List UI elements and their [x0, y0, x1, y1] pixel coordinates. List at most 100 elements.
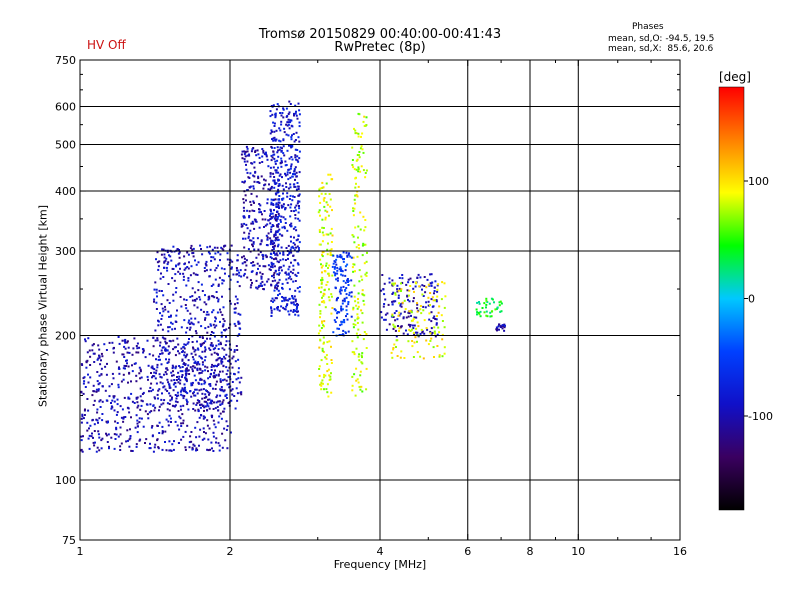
data-point: [206, 424, 209, 427]
data-point: [269, 269, 272, 271]
data-point: [289, 176, 292, 179]
data-point: [215, 380, 218, 383]
data-point: [167, 283, 170, 285]
data-point: [242, 255, 245, 258]
data-point: [295, 229, 298, 232]
point-cluster: [390, 281, 447, 360]
data-point: [286, 149, 289, 152]
data-point: [416, 302, 418, 305]
data-point: [243, 158, 246, 161]
data-point: [382, 288, 385, 291]
data-point: [184, 389, 187, 392]
data-point: [175, 379, 178, 381]
data-point: [443, 346, 446, 349]
data-point: [290, 240, 292, 243]
data-point: [344, 289, 347, 292]
data-point: [196, 347, 199, 350]
data-point: [336, 272, 339, 275]
data-point: [218, 415, 221, 418]
data-point: [217, 373, 220, 376]
data-point: [80, 448, 83, 451]
data-point: [251, 148, 254, 151]
data-point: [356, 378, 359, 381]
data-point: [169, 449, 172, 452]
data-point: [181, 413, 184, 416]
data-point: [191, 287, 194, 290]
data-point: [289, 186, 292, 189]
data-point: [255, 279, 258, 282]
data-point: [326, 363, 329, 365]
data-point: [332, 262, 335, 265]
data-point: [236, 298, 239, 301]
data-point: [182, 422, 185, 425]
data-point: [294, 289, 297, 292]
data-point: [279, 140, 282, 143]
data-point: [235, 387, 238, 390]
data-point: [284, 174, 287, 177]
data-point: [233, 322, 236, 325]
data-point: [348, 252, 350, 255]
data-point: [177, 371, 180, 374]
data-point: [161, 425, 164, 428]
data-point: [321, 218, 324, 221]
data-point: [363, 331, 366, 333]
data-point: [361, 244, 364, 247]
data-point: [340, 273, 343, 276]
data-point: [297, 194, 300, 197]
x-tick-label: 8: [527, 545, 534, 558]
data-point: [157, 355, 160, 358]
data-point: [196, 273, 199, 276]
data-point: [406, 294, 409, 297]
hv-status-label: HV Off: [87, 38, 126, 52]
data-point: [185, 284, 188, 287]
data-point: [225, 420, 228, 423]
data-point: [443, 326, 446, 329]
data-point: [225, 379, 228, 382]
data-point: [193, 350, 196, 353]
data-point: [214, 383, 217, 386]
data-point: [476, 301, 479, 304]
data-point: [147, 417, 150, 420]
data-point: [489, 311, 492, 314]
data-point: [174, 291, 177, 294]
y-tick-label: 75: [62, 534, 76, 547]
data-point: [181, 394, 184, 397]
data-point: [294, 156, 297, 159]
data-point: [324, 218, 327, 221]
data-point: [288, 298, 291, 300]
data-point: [89, 355, 92, 358]
data-point: [357, 292, 360, 295]
data-point: [82, 435, 84, 438]
data-point: [490, 310, 493, 313]
data-point: [215, 344, 218, 347]
data-point: [194, 349, 197, 352]
data-point: [329, 254, 332, 256]
data-point: [225, 397, 228, 399]
data-point: [287, 310, 290, 313]
data-point: [172, 348, 175, 351]
data-point: [187, 321, 190, 324]
data-point: [136, 342, 139, 345]
data-point: [278, 266, 281, 269]
data-point: [277, 294, 279, 297]
data-point: [243, 257, 246, 260]
data-point: [422, 309, 425, 312]
data-point: [219, 370, 221, 373]
data-point: [187, 253, 190, 256]
y-tick-label: 600: [55, 101, 76, 114]
data-point: [184, 386, 186, 389]
data-point: [397, 314, 400, 317]
data-point: [280, 114, 283, 117]
data-point: [324, 209, 327, 212]
data-point: [257, 253, 260, 256]
data-point: [191, 341, 194, 343]
data-point: [231, 366, 234, 369]
data-point: [392, 316, 395, 318]
data-point: [214, 269, 217, 272]
data-point: [165, 367, 168, 370]
data-point: [433, 290, 436, 292]
data-point: [276, 210, 279, 213]
data-point: [183, 351, 186, 354]
data-point: [331, 265, 334, 268]
data-point: [436, 290, 439, 293]
